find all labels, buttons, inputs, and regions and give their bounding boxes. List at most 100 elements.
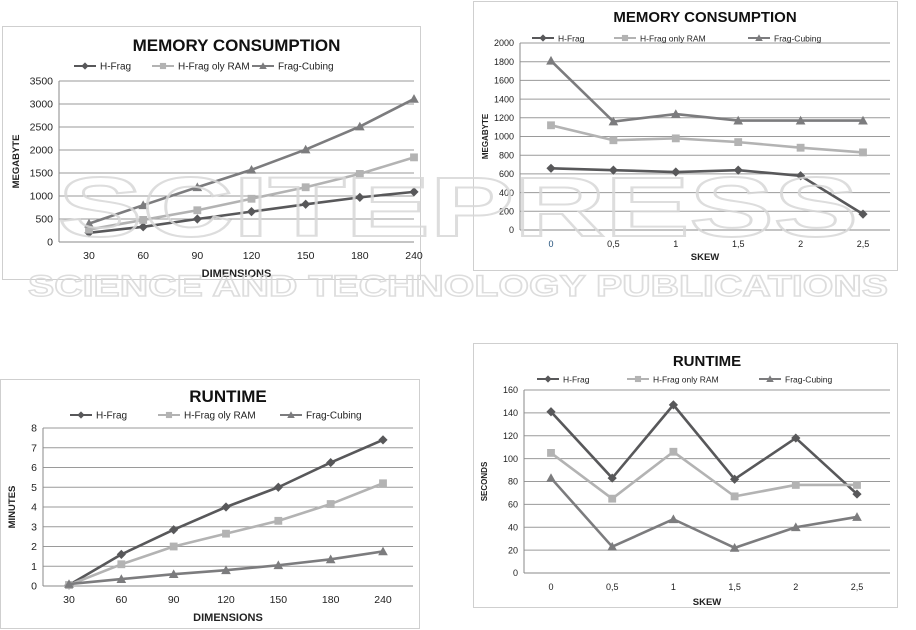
runtime-skew-y-axis-label: SECONDS <box>480 461 489 501</box>
memory-skew-data-point <box>733 115 744 125</box>
runtime-skew-data-point <box>853 481 861 489</box>
memory-dimensions-ytick-label: 500 <box>35 214 53 226</box>
runtime-skew-series <box>547 447 861 503</box>
runtime-dimensions-legend-entry: Frag-Cubing <box>280 411 362 422</box>
memory-dimensions-data-point <box>301 183 310 192</box>
memory-dimensions-legend-marker <box>159 62 167 70</box>
runtime-dimensions-x-axis-label: DIMENSIONS <box>193 612 263 624</box>
memory-skew-data-point <box>733 165 743 175</box>
runtime-dimensions-data-point <box>274 516 283 525</box>
memory-skew-title: MEMORY CONSUMPTION <box>613 9 796 26</box>
memory-dimensions-xtick-label: 180 <box>351 250 369 262</box>
runtime-dimensions-xtick-label: 120 <box>217 594 235 606</box>
runtime-skew-data-point <box>546 473 556 482</box>
runtime-skew-x-axis-label: SKEW <box>693 597 722 608</box>
runtime-dimensions-data-point <box>379 479 387 488</box>
memory-skew-data-point <box>546 55 556 65</box>
memory-skew-xtick-label: 2 <box>798 239 803 249</box>
runtime-skew-data-point <box>852 512 862 521</box>
memory-skew-data-point <box>858 115 868 125</box>
runtime-dimensions-legend-entry: H-Frag oly RAM <box>158 411 256 422</box>
runtime-skew-data-point <box>608 494 617 503</box>
runtime-skew-xtick-label: 2,5 <box>851 582 864 592</box>
runtime-dimensions-data-point <box>168 569 179 579</box>
memory-dimensions-ytick-label: 3000 <box>30 99 54 111</box>
runtime-skew-data-point <box>607 541 618 551</box>
runtime-skew-ytick-label: 80 <box>508 477 518 487</box>
memory-dimensions-data-point <box>355 121 365 131</box>
memory-dimensions-xtick-label: 240 <box>405 250 423 262</box>
runtime-dimensions-data-point <box>117 560 126 569</box>
runtime-dimensions-data-point <box>116 574 127 583</box>
runtime-dimensions-title: RUNTIME <box>189 387 266 406</box>
runtime-skew-legend-entry: Frag-Cubing <box>759 375 833 385</box>
runtime-skew-legend-entry: H-Frag <box>537 375 590 385</box>
runtime-skew-panel: RUNTIME 0 20 40 60 80 100 120 140 160 0 0,5 1 1,5 2 2,5… <box>473 343 898 608</box>
memory-dimensions-legend-marker <box>259 62 267 70</box>
runtime-skew-data-point <box>729 543 740 552</box>
memory-skew-ytick-label: 600 <box>499 169 514 179</box>
memory-dimensions-legend-label: H-Frag oly RAM <box>178 62 250 73</box>
runtime-dimensions-data-point <box>378 546 388 556</box>
memory-dimensions-xtick-label: 60 <box>137 250 149 262</box>
runtime-skew-ytick-label: 0 <box>513 568 518 578</box>
memory-dimensions-data-point <box>409 94 419 103</box>
memory-skew-ytick-label: 2000 <box>494 38 514 48</box>
memory-skew-x-axis-label: SKEW <box>691 252 720 263</box>
runtime-skew-legend-marker <box>766 375 774 383</box>
memory-dimensions-data-point <box>301 199 311 209</box>
memory-skew-series <box>547 121 867 157</box>
memory-dimensions-legend-label: H-Frag <box>100 62 131 73</box>
runtime-dimensions-ytick-label: 0 <box>31 581 37 593</box>
memory-dimensions-series-line <box>88 97 415 225</box>
runtime-skew-data-point <box>546 407 556 417</box>
memory-dimensions-series <box>84 187 419 238</box>
memory-skew-legend-entry: H-Frag <box>532 34 585 44</box>
runtime-dimensions-ytick-label: 8 <box>31 423 37 435</box>
runtime-dimensions-xtick-label: 240 <box>374 594 392 606</box>
runtime-dimensions-legend-label: Frag-Cubing <box>306 411 362 422</box>
runtime-skew-xtick-label: 1,5 <box>728 582 741 592</box>
runtime-dimensions-ytick-label: 3 <box>31 521 37 533</box>
runtime-dimensions-data-point <box>169 542 178 551</box>
memory-dimensions-xtick-label: 30 <box>83 250 95 262</box>
memory-skew-data-point <box>859 148 867 157</box>
memory-dimensions-ytick-label: 2500 <box>30 122 54 134</box>
runtime-dimensions-legend-entry: H-Frag <box>70 411 127 422</box>
memory-skew-data-point <box>546 163 556 173</box>
runtime-dimensions-legend-label: H-Frag oly RAM <box>184 411 256 422</box>
memory-skew-chart: MEMORY CONSUMPTION 0 200 400 600 800 1000 1200 1… <box>481 9 890 263</box>
runtime-dimensions-data-point <box>326 500 335 508</box>
runtime-dimensions-data-point <box>222 529 230 538</box>
runtime-dimensions-xtick-label: 60 <box>115 594 127 606</box>
memory-dimensions-ytick-label: 3500 <box>30 76 54 88</box>
runtime-dimensions-ytick-label: 7 <box>31 442 37 454</box>
memory-skew-series-line <box>550 59 863 123</box>
runtime-dimensions-ytick-label: 5 <box>31 482 37 494</box>
memory-dimensions-data-point <box>355 170 364 178</box>
memory-skew-ytick-label: 400 <box>499 188 514 198</box>
runtime-skew-xtick-label: 0,5 <box>606 582 619 592</box>
runtime-dimensions-data-point <box>64 579 74 588</box>
memory-dimensions-ytick-label: 1500 <box>30 168 54 180</box>
memory-skew-ytick-label: 1400 <box>494 94 514 104</box>
memory-skew-ytick-label: 0 <box>509 225 514 235</box>
runtime-dimensions-data-point <box>273 482 283 492</box>
runtime-skew-series-line <box>550 450 857 500</box>
runtime-skew-ytick-label: 20 <box>508 545 518 555</box>
memory-skew-panel: MEMORY CONSUMPTION 0 200 400 600 800 1000 1200 1… <box>473 1 898 271</box>
memory-skew-ytick-label: 1000 <box>494 132 514 142</box>
memory-skew-gridlines <box>520 42 890 231</box>
memory-dimensions-chart: MEMORY CONSUMPTION 0 500 1000 1500 2000 2500 30… <box>11 36 423 280</box>
runtime-skew-data-point <box>730 474 740 484</box>
runtime-dimensions-xtick-label: 30 <box>63 594 75 606</box>
runtime-skew-legend-marker <box>634 375 642 383</box>
memory-dimensions-ytick-label: 2000 <box>30 145 54 157</box>
runtime-skew-legend-entry: H-Frag only RAM <box>627 375 719 385</box>
runtime-skew-legend-label: Frag-Cubing <box>785 375 833 385</box>
runtime-dimensions-ytick-label: 1 <box>31 561 37 573</box>
runtime-skew-legend-label: H-Frag only RAM <box>653 375 719 385</box>
runtime-skew-data-point <box>790 522 801 532</box>
memory-dimensions-gridlines <box>59 80 414 243</box>
runtime-dimensions-ytick-label: 2 <box>31 541 37 553</box>
